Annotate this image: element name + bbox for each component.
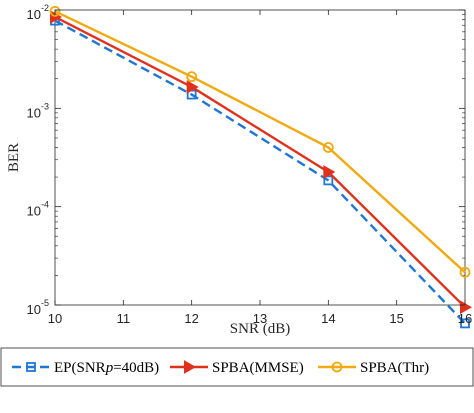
data-point-circle <box>331 361 343 373</box>
series-line <box>54 19 466 325</box>
x-tick-label: 11 <box>117 311 131 326</box>
data-point-circle <box>322 142 334 153</box>
y-axis-title: BER <box>6 143 22 172</box>
legend-box <box>0 347 474 387</box>
data-point-square <box>26 362 36 372</box>
legend-label-2: SPBA(MMSE) <box>212 360 304 376</box>
series-1 <box>50 15 470 329</box>
x-tick-label: 10 <box>48 311 62 326</box>
series-line <box>54 10 466 274</box>
legend: EP(SNRp=40dB) SPBA(MMSE) SPBA(Thr) <box>0 347 474 387</box>
legend-label-1: EP(SNRp=40dB) <box>54 360 159 376</box>
x-tick-label: 16 <box>458 311 472 326</box>
data-point-triangle <box>323 165 336 179</box>
data-point-circle <box>186 71 198 83</box>
data-point-triangle <box>460 300 473 315</box>
x-tick-label: 15 <box>389 311 403 326</box>
plot-area <box>49 5 473 329</box>
x-axis: 10 11 12 13 14 15 16 <box>48 10 472 326</box>
x-tick-label: 14 <box>321 311 335 326</box>
data-point-square <box>460 318 470 329</box>
x-tick-label: 13 <box>253 311 267 326</box>
legend-label-3: SPBA(Thr) <box>360 360 429 376</box>
series-3 <box>49 5 471 278</box>
x-tick-label: 12 <box>184 311 198 326</box>
x-axis-title: SNR (dB) <box>230 321 290 337</box>
data-point-circle <box>49 5 61 17</box>
series-line <box>54 15 466 309</box>
y-tick-label: 10-5 <box>27 298 49 317</box>
y-tick-label: 10-4 <box>27 200 49 219</box>
data-point-square <box>323 175 334 186</box>
data-point-triangle <box>186 80 199 94</box>
y-tick-label: 10-3 <box>27 101 49 120</box>
data-point-circle <box>459 266 471 278</box>
y-axis: 10-5 10-4 10-3 10-2 <box>27 3 465 317</box>
series-2 <box>50 10 473 315</box>
data-point-triangle <box>184 360 197 374</box>
data-point-triangle <box>50 10 63 24</box>
y-tick-label: 10-2 <box>27 3 49 22</box>
